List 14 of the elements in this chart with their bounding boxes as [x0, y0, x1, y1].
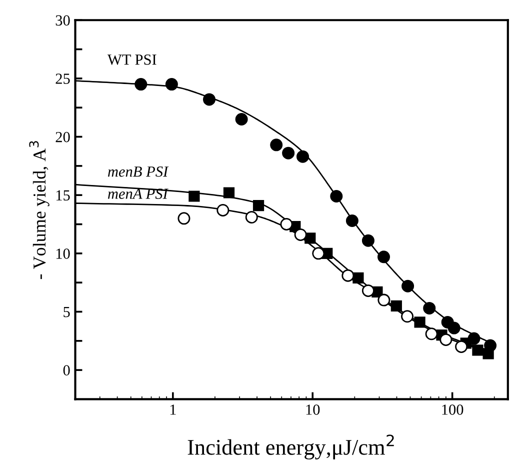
y-tick-label: 5	[64, 307, 70, 318]
x-tick-label: 100	[442, 404, 464, 415]
y-axis-title: - Volume yield, A$^{3}$	[29, 141, 50, 280]
y-tick-label: 25	[56, 74, 70, 84]
series-label: menB PSI	[108, 166, 169, 177]
series-label: WT PSI	[107, 54, 156, 65]
y-tick-label: 15	[56, 190, 70, 201]
y-tick-label: 30	[56, 15, 70, 26]
y-tick-label: 10	[56, 248, 70, 259]
x-tick-label: 1	[170, 404, 176, 415]
y-tick-label: 20	[56, 132, 70, 142]
y-tick-label: 0	[63, 365, 70, 376]
x-tick-label: 10	[306, 404, 320, 415]
x-axis-title: Incident energy,μJ/cm$^{2}$	[188, 434, 394, 460]
